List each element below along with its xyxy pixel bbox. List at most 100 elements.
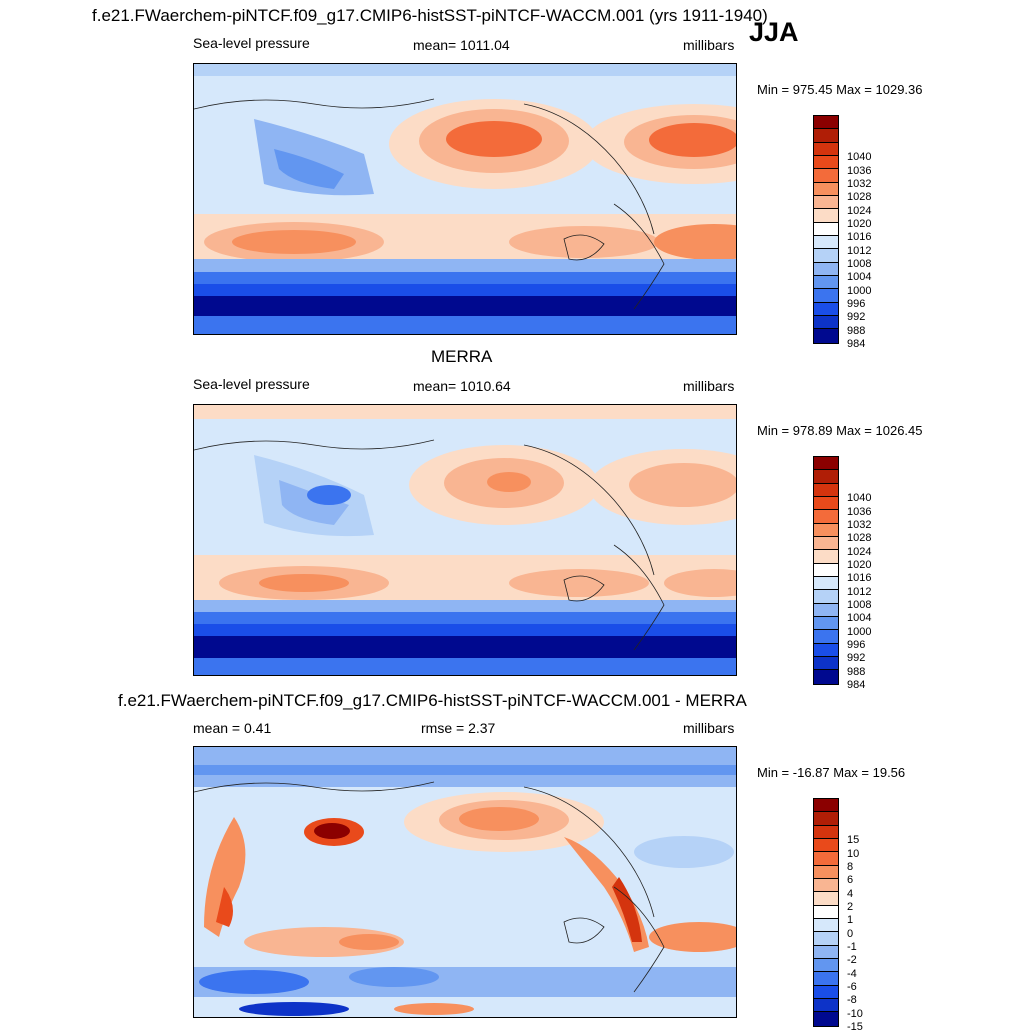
colorbar-tick-label: -2	[847, 954, 857, 967]
colorbar-tick-label: 996	[847, 297, 866, 310]
colorbar-tick-label: 1036	[847, 505, 872, 518]
colorbar-tick-label: 992	[847, 652, 866, 665]
colorbar-tick-label: 1008	[847, 598, 872, 611]
panel2-mean-label: mean= 1010.64	[413, 378, 511, 394]
colorbar-swatch	[814, 129, 838, 143]
panel2-minmax: Min = 978.89 Max = 1026.45	[757, 423, 923, 438]
panel1-field-svg	[194, 64, 736, 334]
colorbar-tick-label: 1040	[847, 492, 872, 505]
colorbar-tick-label: 15	[847, 834, 860, 847]
colorbar-swatch	[814, 603, 838, 617]
colorbar-tick-label: 1020	[847, 217, 872, 230]
colorbar-swatch	[814, 510, 838, 524]
colorbar-tick-label: 1036	[847, 164, 872, 177]
colorbar-swatch	[814, 590, 838, 604]
colorbar-tick-label: 8	[847, 860, 854, 873]
panel3-title: f.e21.FWaerchem-piNTCF.f09_g17.CMIP6-his…	[118, 691, 747, 710]
colorbar-tick-label: 1016	[847, 231, 872, 244]
colorbar-tick-label: 1040	[847, 151, 872, 164]
panel3-minmax: Min = -16.87 Max = 19.56	[757, 765, 906, 780]
colorbar-swatch	[814, 169, 838, 183]
colorbar-swatch	[814, 550, 838, 564]
colorbar-tick-label: 1028	[847, 532, 872, 545]
colorbar-swatch	[814, 576, 838, 591]
colorbar-tick-label: -4	[847, 967, 857, 980]
colorbar-swatch	[814, 275, 838, 290]
colorbar-tick-label: -6	[847, 980, 857, 993]
colorbar-swatch	[814, 457, 838, 471]
colorbar-swatch	[814, 656, 838, 671]
colorbar-tick-label: 992	[847, 311, 866, 324]
colorbar-swatch	[814, 329, 838, 343]
colorbar-tick-label: 1008	[847, 257, 872, 270]
colorbar-swatch	[814, 972, 838, 986]
colorbar-swatch	[814, 616, 838, 631]
figure-title: f.e21.FWaerchem-piNTCF.f09_g17.CMIP6-his…	[92, 6, 768, 25]
colorbar-swatch	[814, 918, 838, 933]
panel1-mean-label: mean= 1011.04	[413, 37, 510, 53]
panel3-colorbar	[813, 798, 839, 1027]
colorbar-swatch	[814, 195, 838, 210]
colorbar-tick-label: 1000	[847, 625, 872, 638]
colorbar-swatch	[814, 958, 838, 973]
colorbar-swatch	[814, 865, 838, 879]
panel3-mean-label: mean = 0.41	[193, 720, 272, 736]
colorbar-swatch	[814, 496, 838, 511]
panel2-colorbar	[813, 456, 839, 685]
panel2-title: MERRA	[431, 347, 493, 366]
colorbar-swatch	[814, 222, 838, 236]
colorbar-tick-label: 984	[847, 678, 866, 691]
colorbar-tick-label: 1012	[847, 585, 872, 598]
colorbar-swatch	[814, 838, 838, 853]
panel2-units-label: millibars	[683, 378, 735, 394]
colorbar-swatch	[814, 1012, 838, 1026]
panel3-map	[193, 746, 737, 1018]
colorbar-swatch	[814, 825, 838, 839]
colorbar-swatch	[814, 470, 838, 484]
colorbar-tick-label: 1028	[847, 191, 872, 204]
colorbar-swatch	[814, 182, 838, 196]
colorbar-tick-label: 4	[847, 887, 854, 900]
colorbar-tick-label: 1016	[847, 572, 872, 585]
colorbar-swatch	[814, 483, 838, 497]
colorbar-swatch	[814, 945, 838, 959]
panel3-units-label: millibars	[683, 720, 735, 736]
colorbar-tick-label: 1032	[847, 518, 872, 531]
colorbar-tick-label: -15	[847, 1020, 863, 1033]
panel2-map	[193, 404, 737, 676]
colorbar-swatch	[814, 878, 838, 893]
colorbar-swatch	[814, 812, 838, 826]
colorbar-tick-label: -10	[847, 1007, 863, 1020]
colorbar-tick-label: 1024	[847, 204, 872, 217]
panel3-field-svg	[194, 747, 736, 1017]
colorbar-tick-label: 1	[847, 914, 854, 927]
colorbar-tick-label: 1020	[847, 558, 872, 571]
colorbar-tick-label: 6	[847, 874, 854, 887]
colorbar-tick-label: 1004	[847, 612, 872, 625]
colorbar-swatch	[814, 799, 838, 813]
panel2-field-svg	[194, 405, 736, 675]
panel1-map	[193, 63, 737, 335]
colorbar-tick-label: 2	[847, 900, 854, 913]
colorbar-tick-label: -8	[847, 994, 857, 1007]
colorbar-swatch	[814, 289, 838, 303]
colorbar-swatch	[814, 998, 838, 1013]
panel2-variable-label: Sea-level pressure	[193, 376, 310, 392]
season-label: JJA	[749, 17, 799, 47]
colorbar-swatch	[814, 563, 838, 577]
panel1-variable-label: Sea-level pressure	[193, 35, 310, 51]
colorbar-swatch	[814, 630, 838, 644]
colorbar-tick-label: 984	[847, 337, 866, 350]
colorbar-swatch	[814, 116, 838, 130]
colorbar-tick-label: 988	[847, 324, 866, 337]
panel1-units-label: millibars	[683, 37, 735, 53]
colorbar-swatch	[814, 523, 838, 537]
colorbar-swatch	[814, 852, 838, 866]
colorbar-swatch	[814, 262, 838, 276]
colorbar-swatch	[814, 249, 838, 263]
colorbar-swatch	[814, 235, 838, 250]
colorbar-swatch	[814, 932, 838, 946]
colorbar-swatch	[814, 142, 838, 156]
colorbar-swatch	[814, 536, 838, 551]
colorbar-swatch	[814, 892, 838, 906]
